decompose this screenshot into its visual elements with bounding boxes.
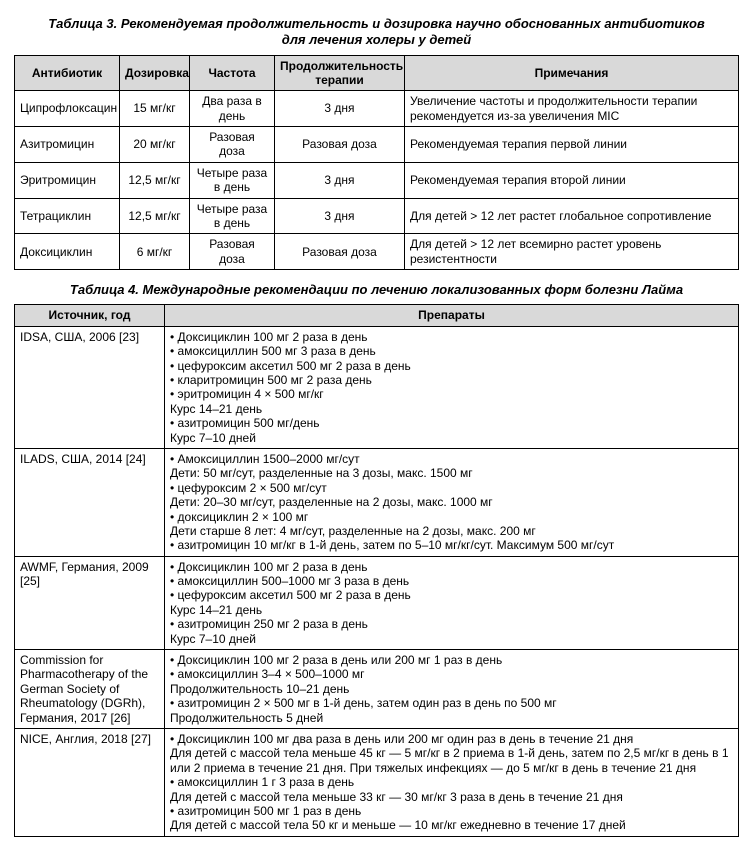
t3-h0: Антибиотик	[15, 55, 120, 91]
table-cell: Для детей > 12 лет растет глобальное соп…	[405, 198, 739, 234]
table-row: ILADS, США, 2014 [24]• Амоксициллин 1500…	[15, 448, 739, 556]
course-line: Курс 14–21 день	[170, 402, 733, 416]
table-cell: 15 мг/кг	[120, 91, 190, 127]
drugs-cell: • Доксициклин 100 мг 2 раза в день или 2…	[165, 650, 739, 729]
table-cell: Эритромицин	[15, 162, 120, 198]
table-row: Тетрациклин12,5 мг/кгЧетыре раза в день3…	[15, 198, 739, 234]
table-cell: Разовая доза	[190, 234, 275, 270]
table-row: Эритромицин12,5 мг/кгЧетыре раза в день3…	[15, 162, 739, 198]
table3-caption: Таблица 3. Рекомендуемая продолжительнос…	[14, 16, 739, 49]
list-item: эритромицин 4 × 500 мг/кг	[170, 387, 733, 401]
table-cell: Разовая доза	[275, 234, 405, 270]
table4: Источник, год Препараты IDSA, США, 2006 …	[14, 304, 739, 836]
t3-h2: Частота	[190, 55, 275, 91]
t3-h4: Примечания	[405, 55, 739, 91]
list-item: азитромицин 500 мг/день	[170, 416, 733, 430]
table-cell: Азитромицин	[15, 127, 120, 163]
t3-h1: Дозировка	[120, 55, 190, 91]
table-cell: 12,5 мг/кг	[120, 162, 190, 198]
table-cell: Рекомендуемая терапия второй линии	[405, 162, 739, 198]
table-row: Азитромицин20 мг/кгРазовая дозаРазовая д…	[15, 127, 739, 163]
table-row: Доксициклин6 мг/кгРазовая дозаРазовая до…	[15, 234, 739, 270]
table-row: Commission for Pharmacotherapy of the Ge…	[15, 650, 739, 729]
drugs-cell: • Амоксициллин 1500–2000 мг/сутДети: 50 …	[165, 448, 739, 556]
table-cell: Для детей > 12 лет всемирно растет урове…	[405, 234, 739, 270]
table3-header-row: Антибиотик Дозировка Частота Продолжител…	[15, 55, 739, 91]
source-cell: Commission for Pharmacotherapy of the Ge…	[15, 650, 165, 729]
list-item: азитромицин 250 мг 2 раза в день	[170, 617, 733, 631]
table-cell: Два раза в день	[190, 91, 275, 127]
table-cell: 12,5 мг/кг	[120, 198, 190, 234]
table-cell: 3 дня	[275, 91, 405, 127]
table-cell: Доксициклин	[15, 234, 120, 270]
drugs-cell: Доксициклин 100 мг 2 раза в деньамоксици…	[165, 326, 739, 448]
course-line: Курс 7–10 дней	[170, 632, 733, 646]
list-item: амоксициллин 500 мг 3 раза в день	[170, 344, 733, 358]
list-item: кларитромицин 500 мг 2 раза день	[170, 373, 733, 387]
table-row: Ципрофлоксацин15 мг/кгДва раза в день3 д…	[15, 91, 739, 127]
table4-header-row: Источник, год Препараты	[15, 305, 739, 326]
table3: Антибиотик Дозировка Частота Продолжител…	[14, 55, 739, 271]
table-cell: 3 дня	[275, 198, 405, 234]
table-cell: Четыре раза в день	[190, 162, 275, 198]
table-row: NICE, Англия, 2018 [27]• Доксициклин 100…	[15, 728, 739, 836]
table-cell: Увеличение частоты и продолжительности т…	[405, 91, 739, 127]
drugs-cell: Доксициклин 100 мг 2 раза в деньамоксици…	[165, 556, 739, 649]
list-item: амоксициллин 500–1000 мг 3 раза в день	[170, 574, 733, 588]
course-line: Курс 7–10 дней	[170, 431, 733, 445]
t4-h1: Препараты	[165, 305, 739, 326]
list-item: Доксициклин 100 мг 2 раза в день	[170, 560, 733, 574]
table-row: AWMF, Германия, 2009 [25]Доксициклин 100…	[15, 556, 739, 649]
table-cell: 20 мг/кг	[120, 127, 190, 163]
table-cell: Разовая доза	[275, 127, 405, 163]
table3-caption-line1: Таблица 3. Рекомендуемая продолжительнос…	[48, 16, 705, 31]
t3-h3: Продолжительность терапии	[275, 55, 405, 91]
table-cell: 6 мг/кг	[120, 234, 190, 270]
t4-h0: Источник, год	[15, 305, 165, 326]
list-item: Доксициклин 100 мг 2 раза в день	[170, 330, 733, 344]
source-cell: ILADS, США, 2014 [24]	[15, 448, 165, 556]
source-cell: AWMF, Германия, 2009 [25]	[15, 556, 165, 649]
source-cell: IDSA, США, 2006 [23]	[15, 326, 165, 448]
drugs-cell: • Доксициклин 100 мг два раза в день или…	[165, 728, 739, 836]
table3-caption-line2: для лечения холеры у детей	[282, 32, 471, 47]
course-line: Курс 14–21 день	[170, 603, 733, 617]
table-cell: Ципрофлоксацин	[15, 91, 120, 127]
table-cell: 3 дня	[275, 162, 405, 198]
table-cell: Тетрациклин	[15, 198, 120, 234]
table-cell: Рекомендуемая терапия первой линии	[405, 127, 739, 163]
table-cell: Четыре раза в день	[190, 198, 275, 234]
table-cell: Разовая доза	[190, 127, 275, 163]
table4-caption: Таблица 4. Международные рекомендации по…	[14, 282, 739, 298]
list-item: цефуроксим аксетил 500 мг 2 раза в день	[170, 359, 733, 373]
source-cell: NICE, Англия, 2018 [27]	[15, 728, 165, 836]
list-item: цефуроксим аксетил 500 мг 2 раза в день	[170, 588, 733, 602]
table-row: IDSA, США, 2006 [23]Доксициклин 100 мг 2…	[15, 326, 739, 448]
